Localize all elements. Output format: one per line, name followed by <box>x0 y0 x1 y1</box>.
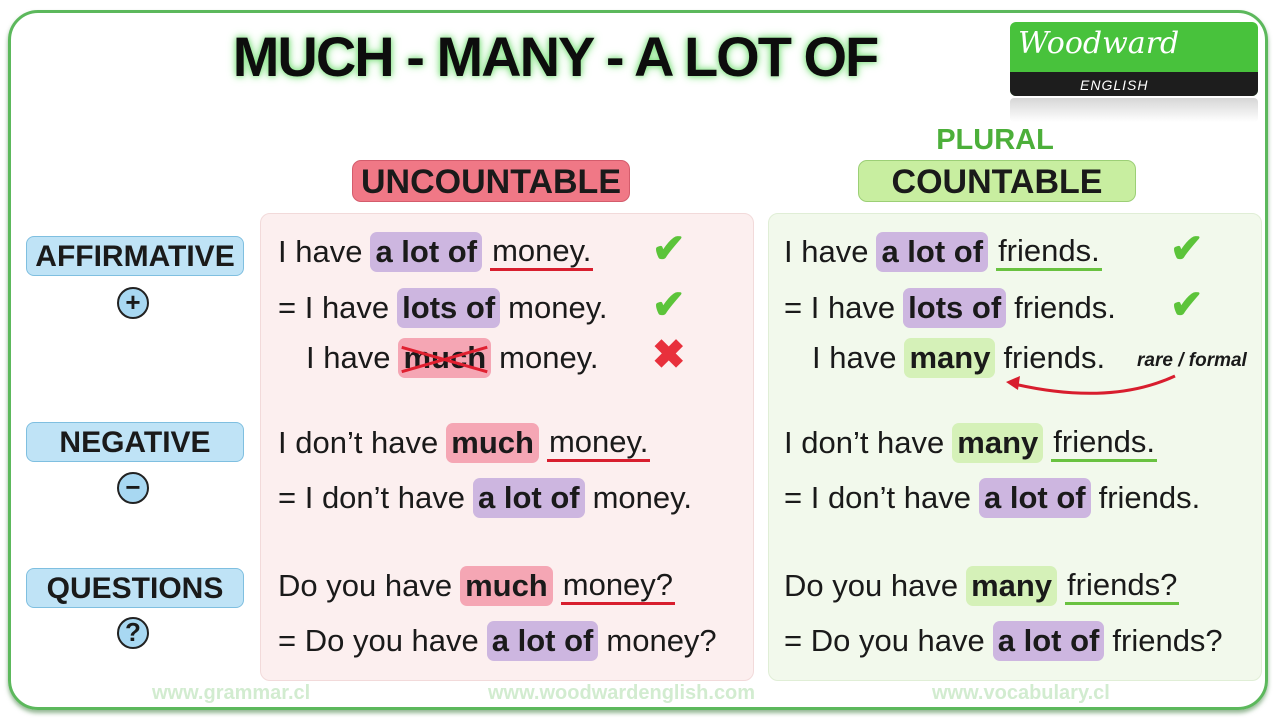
logo-name: Woodward <box>1018 26 1180 61</box>
rare-formal-note: rare / formal <box>1137 350 1247 371</box>
sentence: I have much money. <box>306 336 607 380</box>
sentence-highlight: money? <box>560 567 676 605</box>
sentence-text: I have <box>278 234 363 269</box>
sentence-text: = I have <box>278 290 390 325</box>
page-title: MUCH - MANY - A LOT OF <box>232 25 880 88</box>
footer-link-woodward[interactable]: www.woodwardenglish.com <box>488 682 756 704</box>
check-icon: ✔ <box>1170 283 1204 327</box>
sentence: I have many friends. <box>812 336 1113 380</box>
sentence-highlight: much <box>460 566 553 606</box>
uncountable-header: UNCOUNTABLE <box>352 160 630 202</box>
sentence-highlight: many <box>966 566 1058 606</box>
sentence-text: = Do you have <box>784 623 985 658</box>
sentence-text: I don’t have <box>278 425 439 460</box>
sentence: Do you have many friends? <box>784 564 1187 608</box>
sentence-text: Do you have <box>278 568 453 603</box>
sentence-text: money. <box>592 480 692 515</box>
sentence-text: = I don’t have <box>784 480 971 515</box>
sentence-highlight: much <box>446 423 539 463</box>
sentence-text: I have <box>306 340 391 375</box>
countable-header: COUNTABLE <box>858 160 1136 202</box>
sentence: = I don’t have a lot of friends. <box>784 476 1208 520</box>
sentence-text: = I don’t have <box>278 480 465 515</box>
plural-label: PLURAL <box>936 124 1054 156</box>
sentence: I don’t have much money. <box>278 421 658 465</box>
sentence: = I don’t have a lot of money. <box>278 476 700 520</box>
sentence-text: money. <box>508 290 608 325</box>
sentence-highlight: many <box>904 338 996 378</box>
sentence: I have a lot of money. <box>278 230 601 274</box>
sentence-highlight: friends. <box>996 233 1102 271</box>
sentence: = I have lots of friends. <box>784 286 1124 330</box>
footer-link-vocabulary[interactable]: www.vocabulary.cl <box>932 682 1110 704</box>
sentence-text: friends. <box>1014 290 1116 325</box>
sentence-highlight: a lot of <box>992 621 1105 661</box>
sentence-highlight: money. <box>490 233 594 271</box>
sentence-highlight: a lot of <box>370 232 483 272</box>
logo-band <box>1010 72 1258 96</box>
border-frame <box>8 10 1268 710</box>
sentence-highlight: a lot of <box>473 478 585 518</box>
sentence: = Do you have a lot of friends? <box>784 619 1231 663</box>
check-icon: ✔ <box>652 283 686 327</box>
check-icon: ✔ <box>1170 227 1204 271</box>
question-icon: ? <box>117 617 149 649</box>
arrow-icon <box>1006 374 1176 395</box>
sentence: = Do you have a lot of money? <box>278 619 725 663</box>
sentence-highlight: many <box>952 423 1044 463</box>
cross-icon: ✖ <box>652 333 686 377</box>
sentence-highlight: a lot of <box>486 621 599 661</box>
sentence-text: = Do you have <box>278 623 479 658</box>
sentence-highlight: friends? <box>1065 567 1180 605</box>
sentence-highlight: lots of <box>903 288 1007 328</box>
sentence-highlight: money. <box>546 424 651 462</box>
row-label-negative: NEGATIVE <box>26 422 244 462</box>
sentence-highlight: a lot of <box>876 232 989 272</box>
sentence-highlight: lots of <box>397 288 501 328</box>
logo-sub: ENGLISH <box>1080 77 1149 93</box>
woodward-logo: Woodward ENGLISH <box>1010 22 1258 96</box>
row-label-questions: QUESTIONS <box>26 568 244 608</box>
minus-icon: − <box>117 472 149 504</box>
row-label-affirmative: AFFIRMATIVE <box>26 236 244 276</box>
sentence: I have a lot of friends. <box>784 230 1110 274</box>
sentence-text: friends? <box>1112 623 1223 658</box>
sentence-text: money. <box>499 340 599 375</box>
sentence-text: = I have <box>784 290 896 325</box>
sentence-text: money? <box>606 623 717 658</box>
sentence: I don’t have many friends. <box>784 421 1165 465</box>
sentence-text: I have <box>784 234 869 269</box>
sentence-text: friends. <box>1098 480 1201 515</box>
sentence-highlight: friends. <box>1051 424 1157 462</box>
sentence-text: I don’t have <box>784 425 945 460</box>
sentence-text: Do you have <box>784 568 959 603</box>
plus-icon: + <box>117 287 149 319</box>
check-icon: ✔ <box>652 227 686 271</box>
sentence-highlight: much <box>398 338 492 378</box>
footer-link-grammar[interactable]: www.grammar.cl <box>152 682 311 704</box>
sentence-text: friends. <box>1003 340 1106 375</box>
sentence-highlight: a lot of <box>979 478 1091 518</box>
logo-reflection <box>1010 98 1258 122</box>
sentence: Do you have much money? <box>278 564 683 608</box>
sentence-text: I have <box>812 340 897 375</box>
sentence: = I have lots of money. <box>278 286 616 330</box>
